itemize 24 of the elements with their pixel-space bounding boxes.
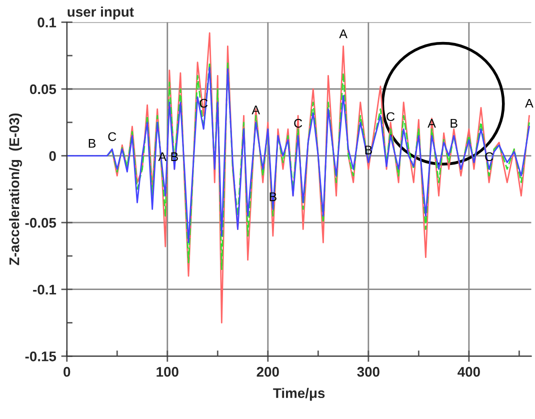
annotation: A [525,98,534,108]
y-tick-label: 0.05 [30,84,56,94]
annotation: B [365,146,372,154]
x-tick-label: 400 [458,366,480,377]
annotation: C [485,152,494,162]
annotation: A [252,106,260,114]
y-tick-label: -0.1 [33,284,56,295]
x-tick-label: 300 [357,366,380,377]
chart-title: user input [68,6,134,20]
x-tick-label: 0 [64,366,70,377]
annotation: C [108,132,116,142]
annotation: B [450,119,458,128]
annotation: A [339,30,348,38]
y-axis-title: Z-acceleration/g (E-03) [9,113,22,266]
y-tick-label: 0.1 [38,18,56,28]
y-tick-label: 0 [49,151,56,161]
x-tick-label: 200 [256,366,279,377]
annotation: B [171,152,178,161]
y-tick-label: -0.05 [25,218,56,228]
annotation: B [88,139,96,148]
x-axis-title: Time/μs [273,388,325,401]
annotation: C [386,112,395,122]
x-tick-label: 100 [156,366,178,377]
y-tick-label: -0.15 [25,351,56,362]
